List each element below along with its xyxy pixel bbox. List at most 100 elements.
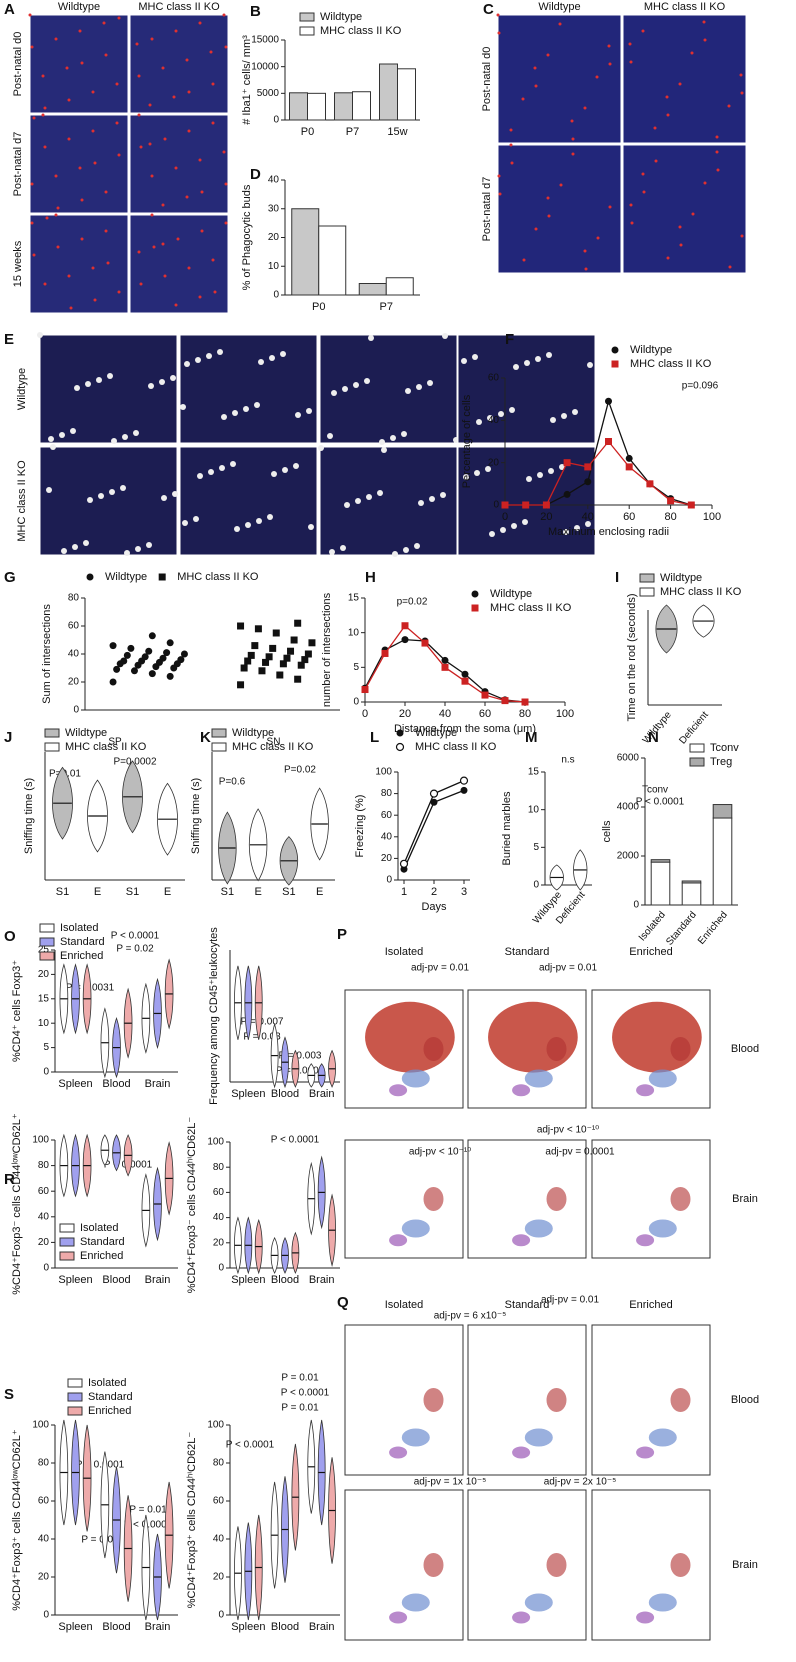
row-label: Brain bbox=[732, 1193, 758, 1205]
cell bbox=[364, 378, 370, 384]
cell bbox=[37, 332, 43, 338]
annotation: P < 0.0001 bbox=[636, 797, 685, 808]
cell bbox=[74, 385, 80, 391]
x-axis-label: Distance from the soma (μm) bbox=[394, 723, 536, 735]
panel-letter: O bbox=[4, 928, 16, 945]
y-tick-label: 40 bbox=[38, 1534, 50, 1545]
cell bbox=[513, 364, 519, 370]
y-tick-label: 20 bbox=[213, 1237, 225, 1248]
cell bbox=[30, 45, 34, 49]
cell bbox=[163, 274, 167, 278]
legend-marker bbox=[471, 604, 479, 612]
image bbox=[319, 334, 458, 444]
cell bbox=[405, 388, 411, 394]
cell bbox=[727, 104, 731, 108]
cluster bbox=[546, 1553, 567, 1577]
x-tick-label: P7 bbox=[346, 126, 359, 138]
cell bbox=[498, 411, 504, 417]
cell bbox=[728, 265, 732, 269]
y-axis-label: %CD4⁺Foxp3⁻ cells CD44ʰⁱCD62L⁻ bbox=[186, 1117, 198, 1294]
cell bbox=[139, 282, 143, 286]
cell bbox=[381, 447, 387, 453]
y-tick-label: 10 bbox=[528, 804, 540, 815]
point bbox=[141, 653, 149, 661]
annotation: P = 0.003 bbox=[279, 1051, 322, 1062]
cell bbox=[329, 549, 335, 555]
cell bbox=[174, 303, 178, 307]
y-tick-label: 100 bbox=[375, 767, 392, 778]
cell bbox=[546, 352, 552, 358]
cell bbox=[28, 13, 32, 17]
cell bbox=[91, 90, 95, 94]
annotation: adj-pv < 10⁻¹⁰ bbox=[537, 1125, 599, 1136]
legend-swatch bbox=[59, 1223, 75, 1233]
cell bbox=[230, 461, 236, 467]
point bbox=[361, 686, 369, 694]
cell bbox=[224, 221, 228, 225]
cell bbox=[561, 413, 567, 419]
panel-letter: N bbox=[648, 729, 659, 746]
cell bbox=[461, 358, 467, 364]
cell bbox=[522, 519, 528, 525]
cluster bbox=[546, 1388, 567, 1412]
cell bbox=[206, 353, 212, 359]
cell bbox=[211, 258, 215, 262]
image bbox=[457, 446, 596, 556]
panel-letter: Q bbox=[337, 1294, 349, 1311]
legend-swatch bbox=[44, 742, 60, 752]
cluster bbox=[648, 1593, 677, 1612]
cell bbox=[148, 142, 152, 146]
cluster bbox=[648, 1428, 677, 1447]
cell bbox=[572, 409, 578, 415]
bar bbox=[397, 68, 416, 121]
annotation: P < 0.0001 bbox=[281, 1388, 330, 1399]
x-tick-label: Brain bbox=[309, 1088, 335, 1100]
bar-segment bbox=[681, 882, 702, 906]
bar bbox=[291, 208, 320, 296]
cell bbox=[559, 464, 565, 470]
legend-swatch bbox=[639, 573, 655, 583]
point bbox=[605, 397, 612, 405]
cell bbox=[193, 516, 199, 522]
cell bbox=[509, 407, 515, 413]
cell bbox=[117, 16, 121, 20]
y-tick-label: 100 bbox=[207, 1420, 224, 1431]
point bbox=[180, 650, 188, 658]
y-axis-label: %CD4⁺Foxp3⁺ cells CD44ˡᵒʷCD62L⁺ bbox=[11, 1429, 23, 1611]
x-tick-label: Enriched bbox=[696, 910, 730, 947]
cell bbox=[102, 21, 106, 25]
y-tick-label: 80 bbox=[381, 788, 393, 799]
image bbox=[29, 214, 129, 314]
panel-letter: I bbox=[615, 569, 619, 586]
cell bbox=[30, 182, 34, 186]
x-tick-label: 2 bbox=[431, 886, 437, 898]
image bbox=[179, 334, 318, 444]
y-tick-label: 20 bbox=[488, 457, 500, 468]
point bbox=[461, 670, 469, 678]
cell bbox=[161, 242, 165, 246]
legend-swatch bbox=[39, 923, 55, 933]
point bbox=[521, 698, 529, 706]
point bbox=[262, 658, 270, 666]
y-tick-label: 60 bbox=[68, 621, 80, 632]
point bbox=[401, 622, 409, 630]
cell bbox=[135, 42, 139, 46]
cell bbox=[574, 525, 580, 531]
y-tick-label: 2000 bbox=[617, 851, 640, 862]
x-tick-label: E bbox=[254, 886, 261, 898]
annotation: P < 0.0001 bbox=[124, 1520, 173, 1531]
annotation: p=0.02 bbox=[397, 597, 428, 608]
legend-swatch bbox=[67, 1392, 83, 1402]
y-tick-label: 25 bbox=[38, 945, 50, 956]
row-label: 15 weeks bbox=[12, 240, 24, 287]
cluster bbox=[401, 1219, 430, 1238]
cell bbox=[522, 258, 526, 262]
panel-letter: H bbox=[365, 569, 376, 586]
legend-label: Enriched bbox=[88, 1405, 131, 1417]
point bbox=[441, 663, 449, 671]
legend-label: Standard bbox=[60, 936, 105, 948]
cluster bbox=[524, 1593, 553, 1612]
legend-label: Wildtype bbox=[660, 572, 702, 584]
point bbox=[269, 644, 277, 652]
cell bbox=[222, 13, 226, 17]
